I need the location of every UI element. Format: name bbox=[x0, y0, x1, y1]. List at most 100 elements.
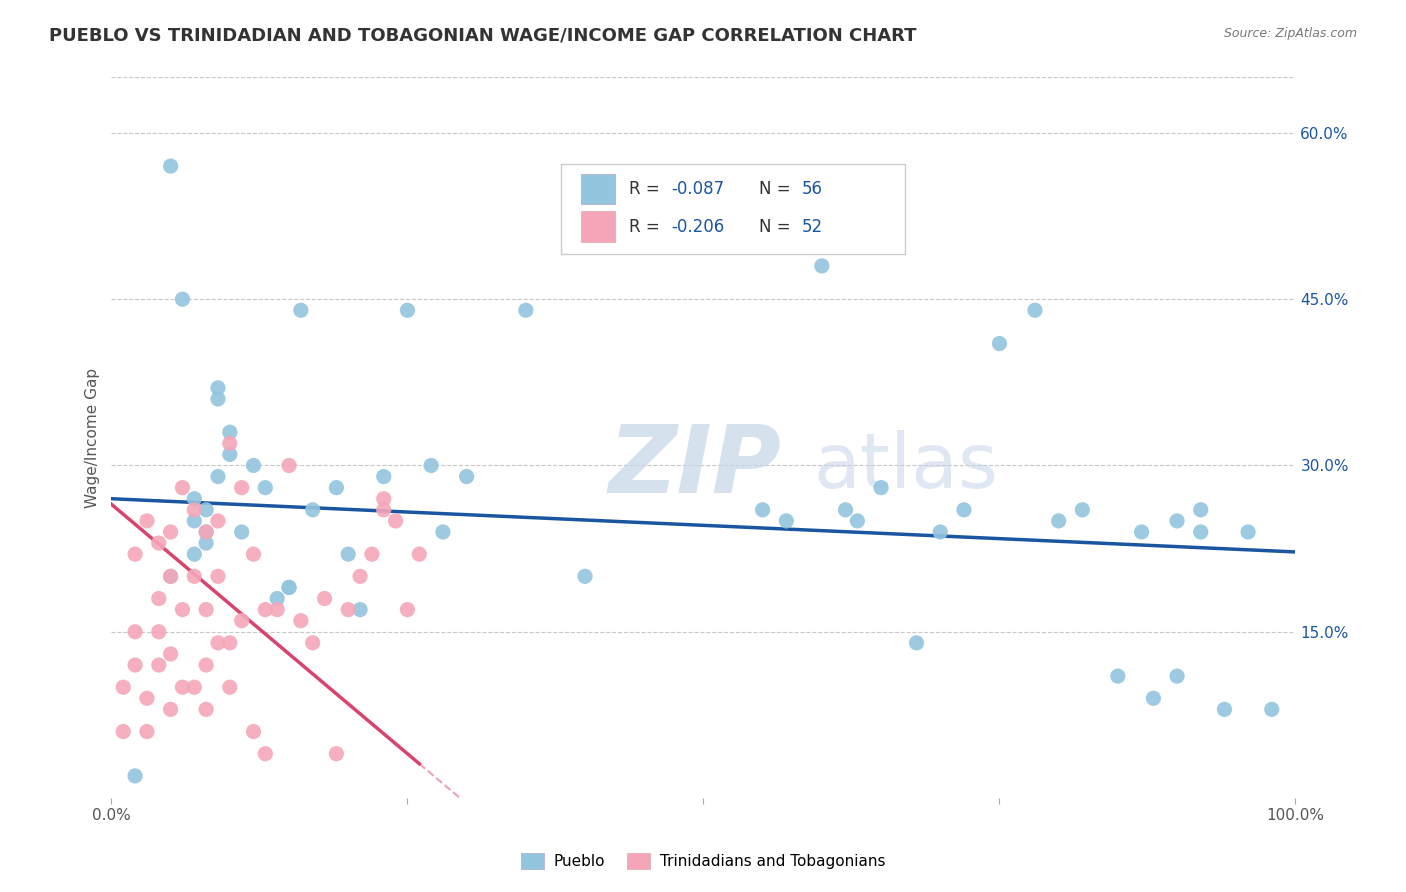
Y-axis label: Wage/Income Gap: Wage/Income Gap bbox=[86, 368, 100, 508]
Point bbox=[207, 569, 229, 583]
Text: atlas: atlas bbox=[814, 430, 998, 504]
Point bbox=[775, 514, 797, 528]
Point bbox=[1107, 669, 1129, 683]
Point bbox=[183, 680, 205, 694]
Point bbox=[290, 614, 312, 628]
Point bbox=[195, 702, 218, 716]
Point bbox=[242, 458, 264, 473]
Point bbox=[254, 481, 277, 495]
Text: N =: N = bbox=[759, 218, 796, 235]
Point bbox=[325, 747, 347, 761]
Point bbox=[218, 636, 240, 650]
Point bbox=[373, 491, 395, 506]
Point bbox=[1189, 503, 1212, 517]
Point bbox=[337, 602, 360, 616]
Point bbox=[136, 514, 159, 528]
Point bbox=[349, 602, 371, 616]
Point bbox=[183, 569, 205, 583]
Point bbox=[136, 724, 159, 739]
Bar bbox=[582, 211, 614, 242]
Point bbox=[574, 569, 596, 583]
Point bbox=[207, 514, 229, 528]
Point bbox=[1024, 303, 1046, 318]
Text: 52: 52 bbox=[801, 218, 823, 235]
FancyBboxPatch shape bbox=[561, 164, 904, 254]
Point bbox=[136, 691, 159, 706]
Point bbox=[1237, 524, 1260, 539]
Point bbox=[195, 602, 218, 616]
Point bbox=[408, 547, 430, 561]
Point bbox=[751, 503, 773, 517]
Point bbox=[207, 381, 229, 395]
Point bbox=[1189, 524, 1212, 539]
Point bbox=[456, 469, 478, 483]
Point bbox=[148, 624, 170, 639]
Point bbox=[172, 292, 194, 306]
Point bbox=[811, 259, 834, 273]
Point bbox=[1047, 514, 1070, 528]
Point bbox=[432, 524, 454, 539]
Point bbox=[1130, 524, 1153, 539]
Point bbox=[349, 569, 371, 583]
Point bbox=[834, 503, 856, 517]
Point bbox=[183, 491, 205, 506]
Point bbox=[218, 680, 240, 694]
Point bbox=[870, 481, 893, 495]
Point bbox=[124, 547, 146, 561]
Point bbox=[373, 503, 395, 517]
Point bbox=[254, 602, 277, 616]
Legend: Pueblo, Trinidadians and Tobagonians: Pueblo, Trinidadians and Tobagonians bbox=[515, 847, 891, 875]
Text: ZIP: ZIP bbox=[609, 420, 782, 513]
Point bbox=[159, 159, 181, 173]
Text: R =: R = bbox=[628, 180, 665, 198]
Point bbox=[337, 547, 360, 561]
Point bbox=[218, 425, 240, 440]
Point bbox=[242, 724, 264, 739]
Point bbox=[361, 547, 384, 561]
Point bbox=[148, 536, 170, 550]
Point bbox=[314, 591, 336, 606]
Point bbox=[420, 458, 443, 473]
Point bbox=[159, 647, 181, 661]
Point bbox=[1166, 514, 1188, 528]
Point bbox=[159, 702, 181, 716]
Text: 56: 56 bbox=[801, 180, 823, 198]
Point bbox=[254, 747, 277, 761]
Point bbox=[266, 591, 288, 606]
Point bbox=[159, 524, 181, 539]
Point bbox=[195, 524, 218, 539]
Point bbox=[231, 524, 253, 539]
Point bbox=[172, 680, 194, 694]
Point bbox=[373, 469, 395, 483]
Point bbox=[218, 447, 240, 461]
Point bbox=[1261, 702, 1284, 716]
Point bbox=[242, 547, 264, 561]
Text: N =: N = bbox=[759, 180, 796, 198]
Point bbox=[278, 581, 301, 595]
Point bbox=[159, 569, 181, 583]
Point bbox=[301, 636, 323, 650]
Point bbox=[148, 658, 170, 673]
Point bbox=[195, 658, 218, 673]
Point bbox=[384, 514, 406, 528]
Point bbox=[1213, 702, 1236, 716]
Point bbox=[1166, 669, 1188, 683]
Point bbox=[172, 481, 194, 495]
Point bbox=[124, 769, 146, 783]
Point bbox=[846, 514, 869, 528]
Point bbox=[1071, 503, 1094, 517]
Point bbox=[278, 581, 301, 595]
Point bbox=[290, 303, 312, 318]
Point bbox=[396, 303, 419, 318]
Point bbox=[905, 636, 928, 650]
Point bbox=[231, 614, 253, 628]
Text: R =: R = bbox=[628, 218, 665, 235]
Point bbox=[325, 481, 347, 495]
Bar bbox=[582, 174, 614, 204]
Point bbox=[172, 602, 194, 616]
Point bbox=[207, 392, 229, 406]
Point bbox=[159, 569, 181, 583]
Point bbox=[953, 503, 976, 517]
Text: -0.206: -0.206 bbox=[672, 218, 724, 235]
Point bbox=[301, 503, 323, 517]
